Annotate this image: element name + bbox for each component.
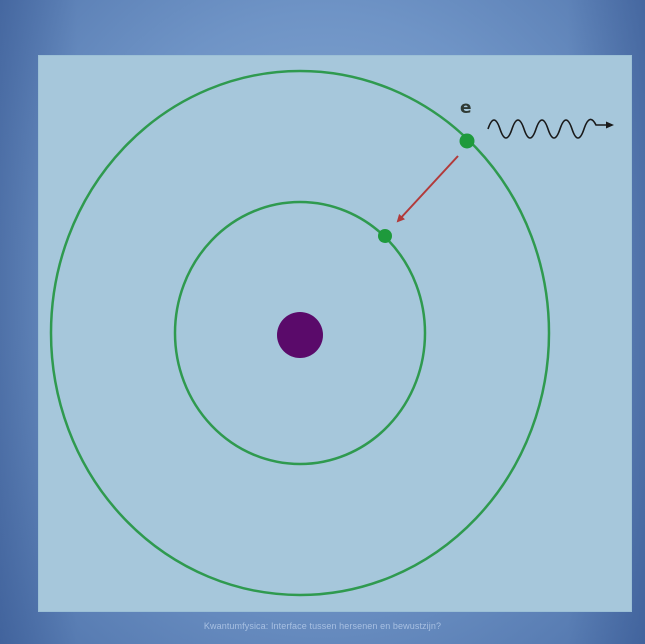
nucleus-circle <box>277 312 323 358</box>
photon-wave-arrow <box>487 118 614 139</box>
electron-label: e <box>460 98 472 118</box>
inner-orbit <box>173 200 427 466</box>
slide-footer-caption: Kwantumfysica: Interface tussen hersenen… <box>203 621 442 631</box>
diagram-panel <box>38 55 632 612</box>
transition-arrow <box>396 155 459 223</box>
electron-dot-outer <box>459 133 475 149</box>
electron-dot-inner <box>378 229 392 243</box>
outer-orbit <box>49 69 551 597</box>
